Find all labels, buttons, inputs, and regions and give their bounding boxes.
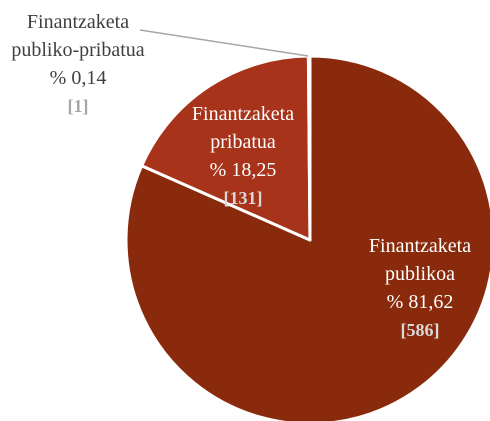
- count-label: [1]: [67, 96, 89, 116]
- value-label: % 81,62: [386, 291, 454, 313]
- slice-label: Finantzaketa publikoa % 81,62 [586]: [345, 232, 490, 344]
- category-label: Finantzaketa publikoa: [368, 235, 472, 285]
- slice-label: Finantzaketa publiko-pribatua % 0,14 [1]: [8, 8, 148, 120]
- category-label: Finantzaketa publiko-pribatua: [11, 11, 145, 61]
- value-label: % 0,14: [49, 67, 107, 89]
- pie-slice: [124, 54, 490, 421]
- count-label: [586]: [400, 320, 440, 340]
- category-label: Finantzaketa pribatua: [191, 103, 295, 153]
- slice-label: Finantzaketa pribatua % 18,25 [131]: [168, 100, 318, 212]
- value-label: % 18,25: [209, 159, 277, 181]
- count-label: [131]: [223, 188, 263, 208]
- pie-slice: [306, 54, 312, 242]
- leader-line: [139, 29, 309, 57]
- pie-slice: [140, 54, 312, 242]
